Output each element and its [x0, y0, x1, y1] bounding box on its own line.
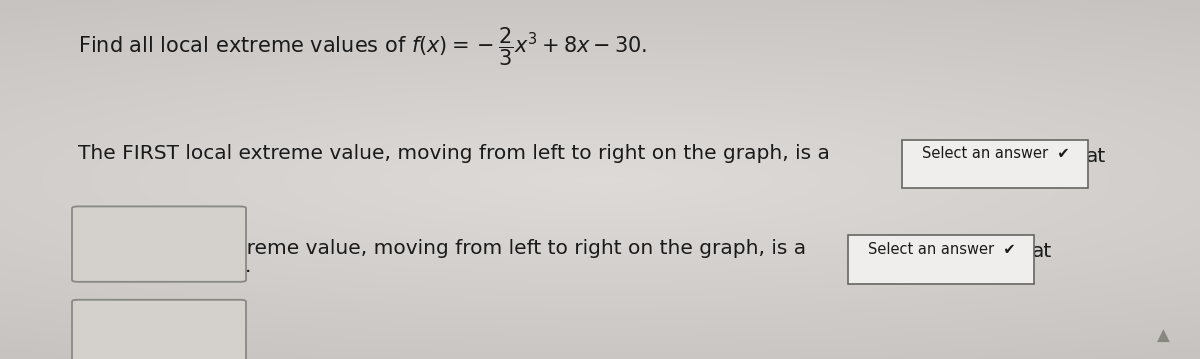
Text: .: .: [245, 257, 251, 276]
Text: Select an answer  ✔: Select an answer ✔: [922, 146, 1069, 162]
Text: The FIRST local extreme value, moving from left to right on the graph, is a: The FIRST local extreme value, moving fr…: [78, 144, 830, 163]
Text: at: at: [1032, 242, 1052, 261]
Text: Find all local extreme values of $f(x) = -\dfrac{2}{3}x^3 + 8x - 30.$: Find all local extreme values of $f(x) =…: [78, 25, 647, 67]
FancyBboxPatch shape: [848, 235, 1034, 284]
Text: The SECOND extreme value, moving from left to right on the graph, is a: The SECOND extreme value, moving from le…: [78, 239, 806, 258]
FancyBboxPatch shape: [72, 300, 246, 359]
Text: .: .: [245, 351, 251, 359]
FancyBboxPatch shape: [72, 206, 246, 282]
Text: ▲: ▲: [1157, 327, 1170, 345]
FancyBboxPatch shape: [902, 140, 1088, 188]
Text: Select an answer  ✔: Select an answer ✔: [868, 242, 1015, 257]
Text: at: at: [1086, 147, 1106, 166]
